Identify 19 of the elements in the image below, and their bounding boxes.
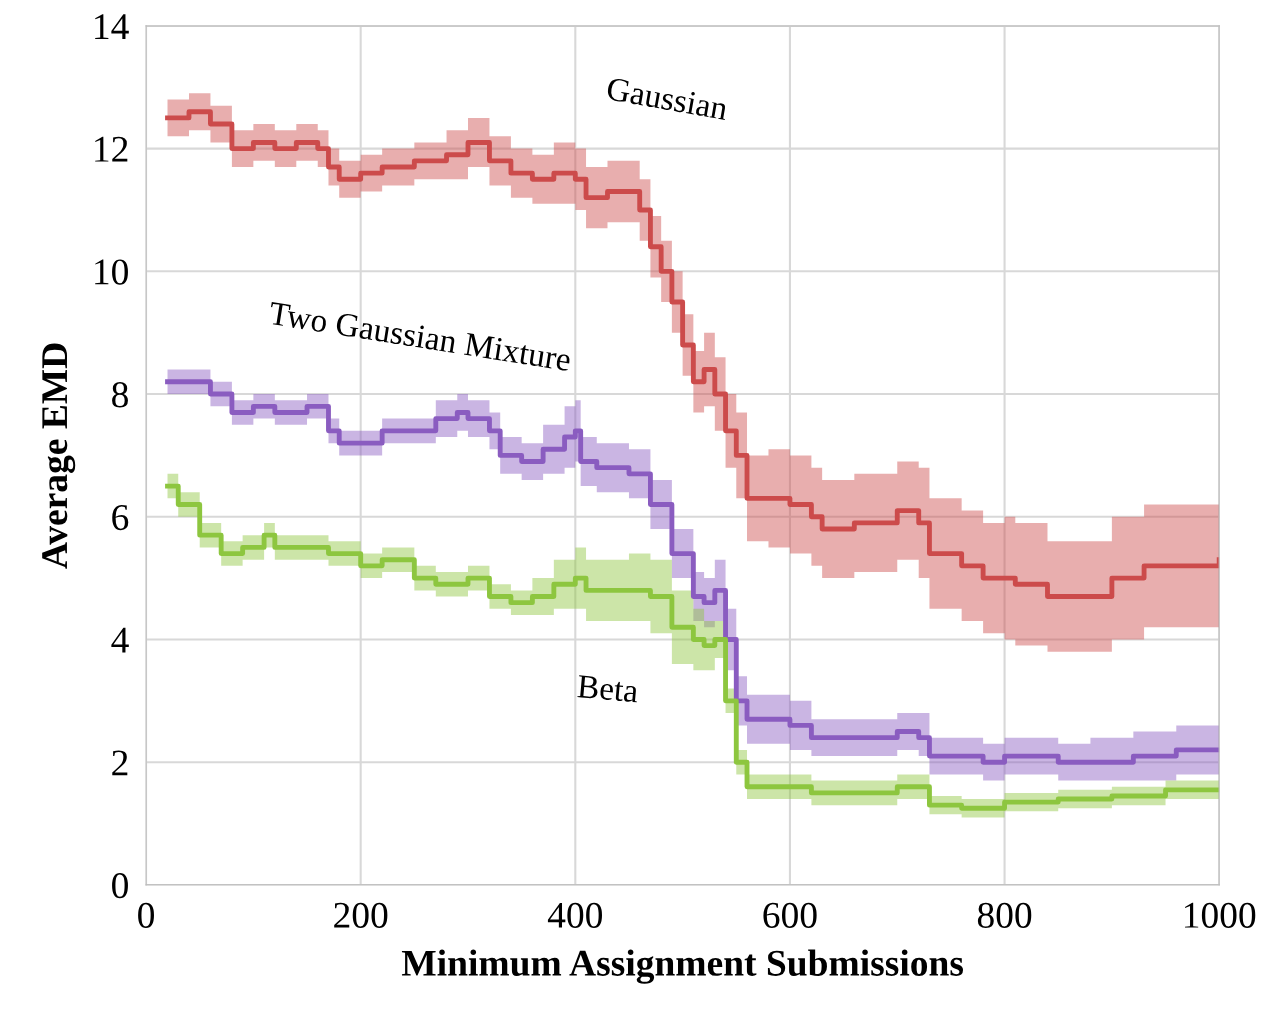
x-tick-label: 200 [334, 902, 388, 928]
series-label: Beta [577, 675, 639, 703]
x-tick-label: 600 [763, 902, 817, 928]
y-tick-label: 14 [95, 14, 129, 39]
text: Two Gaussian Mixture [268, 301, 572, 372]
y-tick-label: 8 [112, 382, 128, 408]
y-tick-label: 2 [112, 750, 128, 776]
y-tick-label: 6 [112, 504, 129, 531]
y-axis-title: Average EMD [42, 343, 76, 569]
y-tick-label: 0 [112, 873, 128, 899]
y-tick-label: 10 [95, 259, 128, 285]
x-tick-label: 1000 [1185, 902, 1256, 928]
y-tick-label: 12 [95, 136, 128, 162]
x-tick-label: 400 [547, 902, 603, 928]
x-tick-label: 0 [138, 902, 154, 928]
x-axis-title: Minimum Assignment Submissions [401, 949, 964, 984]
x-tick-label: 800 [977, 902, 1032, 928]
text: Gaussian [606, 77, 729, 121]
y-tick-label: 4 [111, 627, 129, 653]
